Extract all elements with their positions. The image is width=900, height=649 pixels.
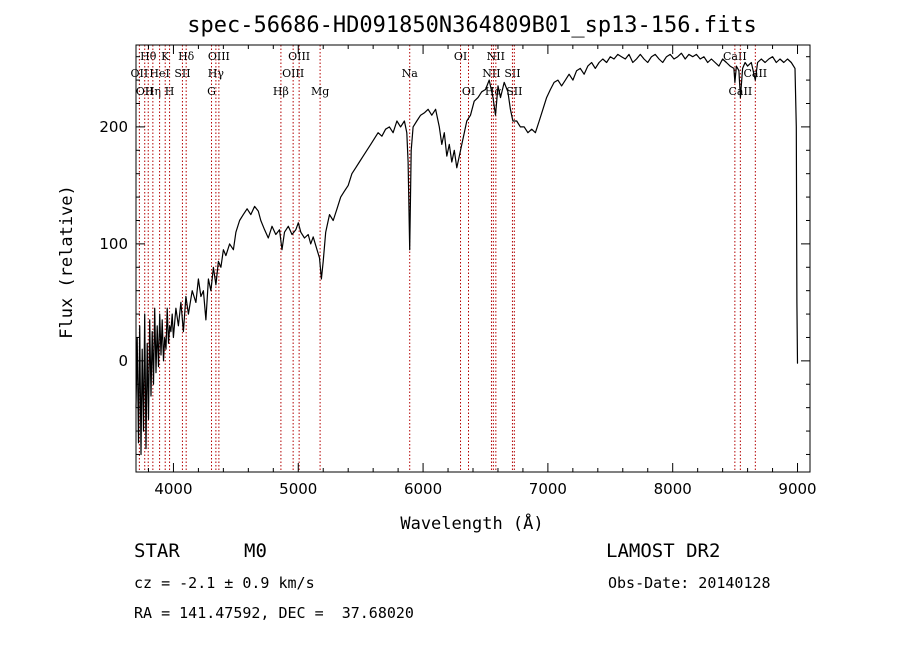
line-marker-label: OII <box>136 85 154 98</box>
survey-name: LAMOST DR2 <box>606 540 721 562</box>
redshift-cz: cz = -2.1 ± 0.9 km/s <box>134 574 315 592</box>
line-marker-label: G <box>207 85 216 98</box>
line-marker-label: Na <box>402 67 419 80</box>
line-marker-label: NII <box>487 50 505 63</box>
line-marker-label: Hγ <box>208 67 225 80</box>
line-marker-label: OIII <box>288 50 310 63</box>
line-marker-label: OII <box>131 67 149 80</box>
x-axis-label: Wavelength (Å) <box>400 512 543 534</box>
x-tick-label: 9000 <box>778 480 816 498</box>
y-tick-label: 0 <box>118 352 128 370</box>
emission-line-markers: OII OII Hθ Hη HeI K H SII Hδ G Hγ OIII Hβ OIII OIII Mg N… <box>131 45 767 472</box>
chart-title: spec-56686-HD091850N364809B01_sp13-156.f… <box>187 13 757 38</box>
spectrum-line <box>135 52 799 456</box>
line-marker-label: NII <box>482 67 500 80</box>
y-tick-label: 200 <box>99 118 128 136</box>
line-marker-label: Mg <box>311 85 329 98</box>
x-tick-label: 6000 <box>404 480 442 498</box>
line-marker-label: H <box>165 85 175 98</box>
x-tick-label: 7000 <box>529 480 567 498</box>
line-marker-label: OIII <box>282 67 304 80</box>
line-marker-label: SII <box>504 67 520 80</box>
observation-date: Obs-Date: 20140128 <box>608 574 771 592</box>
line-marker-label: OIII <box>208 50 230 63</box>
line-marker-label: CaII <box>723 50 747 63</box>
ra-dec-coordinates: RA = 141.47592, DEC = 37.68020 <box>134 604 414 622</box>
x-tick-label: 5000 <box>279 480 317 498</box>
x-tick-label: 4000 <box>154 480 192 498</box>
line-marker-label: OI <box>454 50 467 63</box>
y-axis-label: Flux (relative) <box>57 185 77 339</box>
x-axis-ticks: 4000 5000 6000 7000 8000 9000 <box>147 45 817 498</box>
object-class: STAR <box>134 540 180 562</box>
line-marker-label: K <box>161 50 170 63</box>
y-axis-ticks: 0 100 200 <box>99 56 810 455</box>
line-marker-label: Hθ <box>140 50 157 63</box>
plot-frame <box>135 44 811 473</box>
line-marker-label: CaII <box>743 67 767 80</box>
y-tick-label: 100 <box>99 235 128 253</box>
line-marker-label: Hη <box>145 85 161 98</box>
line-marker-label: SII <box>174 67 190 80</box>
line-marker-label: Hβ <box>273 85 289 98</box>
line-marker-label: Hδ <box>178 50 195 63</box>
line-marker-label: SII <box>506 85 522 98</box>
object-subclass: M0 <box>244 540 267 562</box>
line-marker-label: HeI <box>149 67 169 80</box>
spectrum-series <box>135 52 799 456</box>
x-tick-label: 8000 <box>654 480 692 498</box>
line-marker-label: OI <box>462 85 475 98</box>
